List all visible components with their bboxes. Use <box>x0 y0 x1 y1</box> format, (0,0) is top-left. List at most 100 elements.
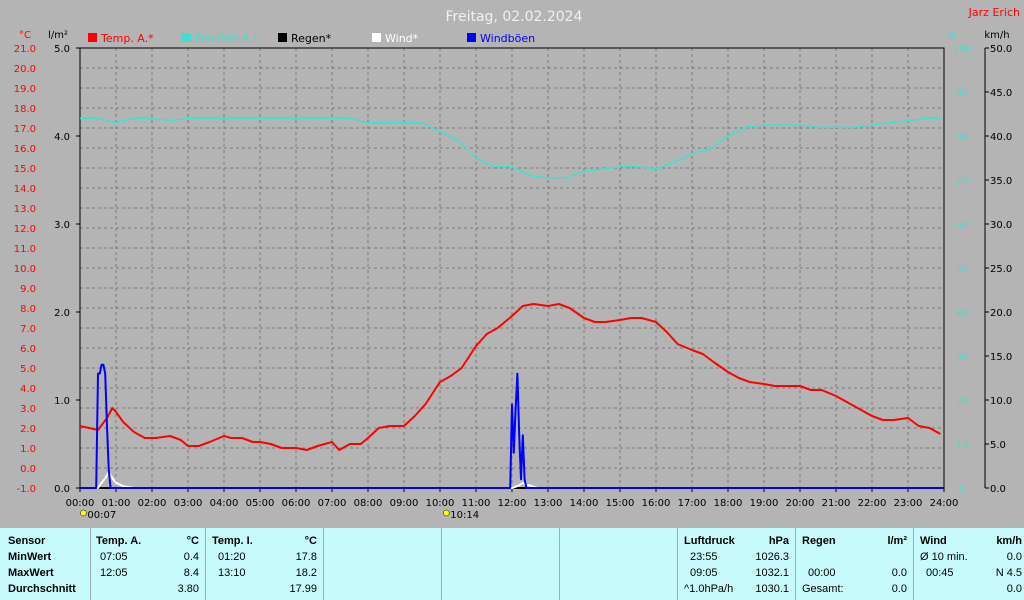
wind-tick-label: 10.0 <box>990 396 1012 407</box>
legend-label: Windböen <box>480 32 535 45</box>
temp-tick-label: 3.0 <box>20 404 36 415</box>
x-tick-label: 22:00 <box>858 498 887 509</box>
stats-row-min: MinWert <box>8 551 52 563</box>
x-tick-label: 08:00 <box>354 498 383 509</box>
stats-separator <box>677 528 678 600</box>
stats-wind-column: Wind km/h Ø 10 min. 0.0 00:45 N 4.5 0.0 <box>914 528 1024 600</box>
stats-rain-total-label: Gesamt: <box>802 583 844 595</box>
temp-tick-label: 18.0 <box>14 104 36 115</box>
chart-legend: Temp. A.* Feuchte A.* Regen* Wind* Windböen <box>88 32 535 45</box>
x-tick-label: 14:00 <box>570 498 599 509</box>
stats-pressure-trend-value: 1030.1 <box>755 583 789 595</box>
humidity-tick-label: 30 <box>956 352 969 363</box>
rain-tick-label: 1.0 <box>54 396 70 407</box>
x-tick-label: 12:00 <box>498 498 527 509</box>
annotation-marker <box>80 509 87 517</box>
x-tick-label: 15:00 <box>606 498 635 509</box>
x-tick-label: 20:00 <box>786 498 815 509</box>
humidity-tick-label: 90 <box>956 88 969 99</box>
temp-tick-label: 12.0 <box>14 224 36 235</box>
x-tick-label: 21:00 <box>822 498 851 509</box>
stats-wind-unit: km/h <box>996 535 1022 547</box>
temp-tick-label: 16.0 <box>14 144 36 155</box>
stats-temp-i-unit: °C <box>304 535 317 547</box>
weather-chart: Freitag, 02.02.2024 Jarz Erich °C l/m² %… <box>13 6 1021 521</box>
stats-separator <box>559 528 560 600</box>
stats-temp-i-average: 17.99 <box>289 583 317 595</box>
series-line-temp-0 <box>79 303 941 451</box>
stats-separator <box>205 528 206 600</box>
temp-tick-label: 1.0 <box>20 444 36 455</box>
x-tick-label: 09:00 <box>390 498 419 509</box>
temp-tick-label: 13.0 <box>14 204 36 215</box>
legend-swatch <box>372 33 381 42</box>
series-line-wind-4 <box>80 363 944 489</box>
humidity-tick-label: 80 <box>956 132 969 143</box>
stats-temp-i-header: Temp. I. <box>212 535 253 547</box>
stats-separator <box>795 528 796 600</box>
stats-temp-a-max-time: 12:05 <box>100 567 128 579</box>
temp-tick-label: 0.0 <box>20 464 36 475</box>
wind-tick-label: 15.0 <box>990 352 1012 363</box>
stats-panel: Sensor MinWert MaxWert Durchschnitt Temp… <box>0 528 1024 600</box>
stats-separator <box>90 528 91 600</box>
wind-tick-label: 0.0 <box>990 484 1006 495</box>
annotation-marker <box>443 509 450 517</box>
x-tick-label: 10:00 <box>426 498 455 509</box>
temp-tick-label: 14.0 <box>14 184 36 195</box>
wind-tick-label: 20.0 <box>990 308 1012 319</box>
temp-tick-label: 11.0 <box>14 244 36 255</box>
wind-tick-label: 5.0 <box>990 440 1006 451</box>
x-tick-label: 04:00 <box>210 498 239 509</box>
series-line-humidity-1 <box>80 117 941 179</box>
x-tick-label: 07:00 <box>318 498 347 509</box>
temp-tick-label: 6.0 <box>20 344 36 355</box>
temp-tick-label: 20.0 <box>14 64 36 75</box>
chart-annotations: 00:07 10:14 <box>80 509 479 521</box>
wind-tick-label: 35.0 <box>990 176 1012 187</box>
stats-pressure-min-time: 23:55 <box>690 551 718 563</box>
stats-temp-a-average: 3.80 <box>177 583 199 595</box>
legend-label: Feuchte A.* <box>195 32 259 45</box>
annotation-label: 10:14 <box>450 510 479 521</box>
x-tick-label: 17:00 <box>678 498 707 509</box>
humidity-tick-label: 10 <box>956 440 969 451</box>
stats-temp-i-max-time: 13:10 <box>218 567 246 579</box>
stats-wind-last-value: 0.0 <box>1006 583 1022 595</box>
legend-label: Wind* <box>385 32 419 45</box>
stats-pressure-trend-label: ^1.0hPa/h <box>684 583 734 595</box>
wind-tick-label: 45.0 <box>990 88 1012 99</box>
stats-pressure-min-value: 1026.3 <box>755 551 789 563</box>
stats-rain-header: Regen <box>802 535 836 547</box>
temp-tick-label: 7.0 <box>20 324 36 335</box>
humidity-axis-unit: % <box>946 30 956 41</box>
temp-tick-label: 10.0 <box>14 264 36 275</box>
temp-axis-unit: °C <box>19 30 31 41</box>
wind-axis-unit: km/h <box>984 30 1009 41</box>
stats-rain-total-value: 0.0 <box>891 583 907 595</box>
x-tick-label: 00:00 <box>66 498 95 509</box>
x-tick-label: 03:00 <box>174 498 203 509</box>
temp-tick-label: 5.0 <box>20 364 36 375</box>
humidity-tick-label: 50 <box>956 264 969 275</box>
humidity-tick-label: 100 <box>952 44 971 55</box>
stats-rain-unit: l/m² <box>887 535 907 547</box>
temp-tick-label: 2.0 <box>20 424 36 435</box>
annotation-label: 00:07 <box>87 510 116 521</box>
stats-separator <box>913 528 914 600</box>
stats-temp-i-max-value: 18.2 <box>295 567 317 579</box>
owner-label: Jarz Erich <box>968 6 1020 19</box>
x-tick-label: 18:00 <box>714 498 743 509</box>
legend-label: Temp. A.* <box>100 32 154 45</box>
temp-tick-label: 17.0 <box>14 124 36 135</box>
x-tick-label: 24:00 <box>930 498 959 509</box>
stats-rain-column: Regen l/m² 00:00 0.0 Gesamt: 0.0 <box>796 528 913 600</box>
stats-wind-header: Wind <box>920 535 947 547</box>
x-tick-label: 23:00 <box>894 498 923 509</box>
temp-tick-label: 15.0 <box>14 164 36 175</box>
wind-tick-label: 50.0 <box>990 44 1012 55</box>
stats-temp-a-unit: °C <box>186 535 199 547</box>
legend-label: Regen* <box>291 32 332 45</box>
stats-rain-max-value: 0.0 <box>891 567 907 579</box>
stats-row-max: MaxWert <box>8 567 54 579</box>
